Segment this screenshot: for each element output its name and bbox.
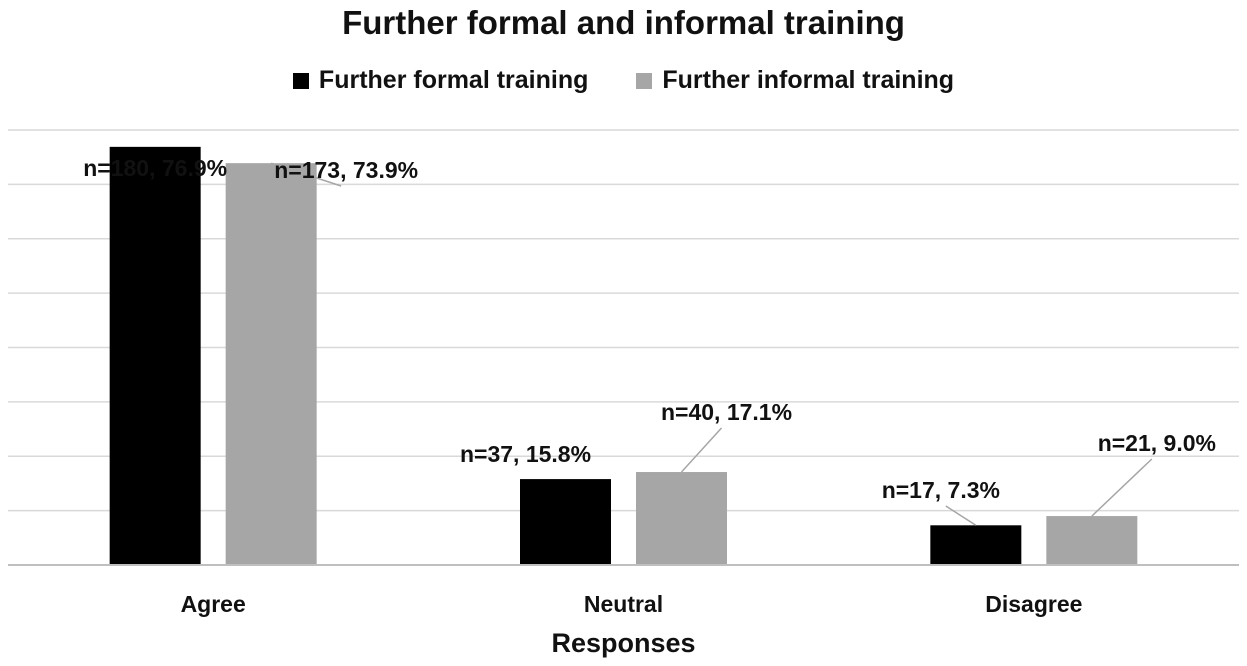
bar-neutral-formal bbox=[520, 479, 611, 565]
legend: Further formal training Further informal… bbox=[0, 66, 1247, 95]
bar-agree-informal bbox=[225, 163, 317, 565]
legend-label-formal: Further formal training bbox=[318, 66, 589, 94]
data-label: n=21, 9.0% bbox=[1098, 430, 1216, 456]
bar-agree-formal bbox=[109, 146, 201, 565]
legend-swatch-informal bbox=[636, 72, 653, 89]
chart-title: Further formal and informal training bbox=[342, 4, 905, 41]
legend-swatch-formal bbox=[292, 72, 309, 89]
data-label: n=37, 15.8% bbox=[460, 441, 591, 467]
bar-neutral-informal bbox=[636, 472, 727, 565]
data-label-leader bbox=[680, 427, 723, 473]
x-tick-label: Disagree bbox=[985, 591, 1082, 617]
legend-item-formal: Further formal training bbox=[292, 66, 589, 95]
bar-disagree-informal bbox=[1046, 516, 1138, 565]
data-label-leader bbox=[945, 505, 977, 526]
data-label: n=40, 17.1% bbox=[661, 399, 792, 425]
data-label: n=173, 73.9% bbox=[274, 157, 418, 183]
legend-item-informal: Further informal training bbox=[636, 66, 954, 95]
data-label: n=17, 7.3% bbox=[882, 477, 1000, 503]
legend-label-informal: Further informal training bbox=[662, 66, 955, 94]
bar-disagree-formal bbox=[930, 525, 1022, 565]
data-label: n=180, 76.9% bbox=[83, 155, 227, 181]
x-axis-title: Responses bbox=[551, 628, 696, 658]
x-tick-label: Agree bbox=[181, 591, 246, 617]
data-label-leader bbox=[1091, 458, 1153, 517]
data-label-leader bbox=[270, 162, 342, 187]
x-tick-label: Neutral bbox=[584, 591, 663, 617]
